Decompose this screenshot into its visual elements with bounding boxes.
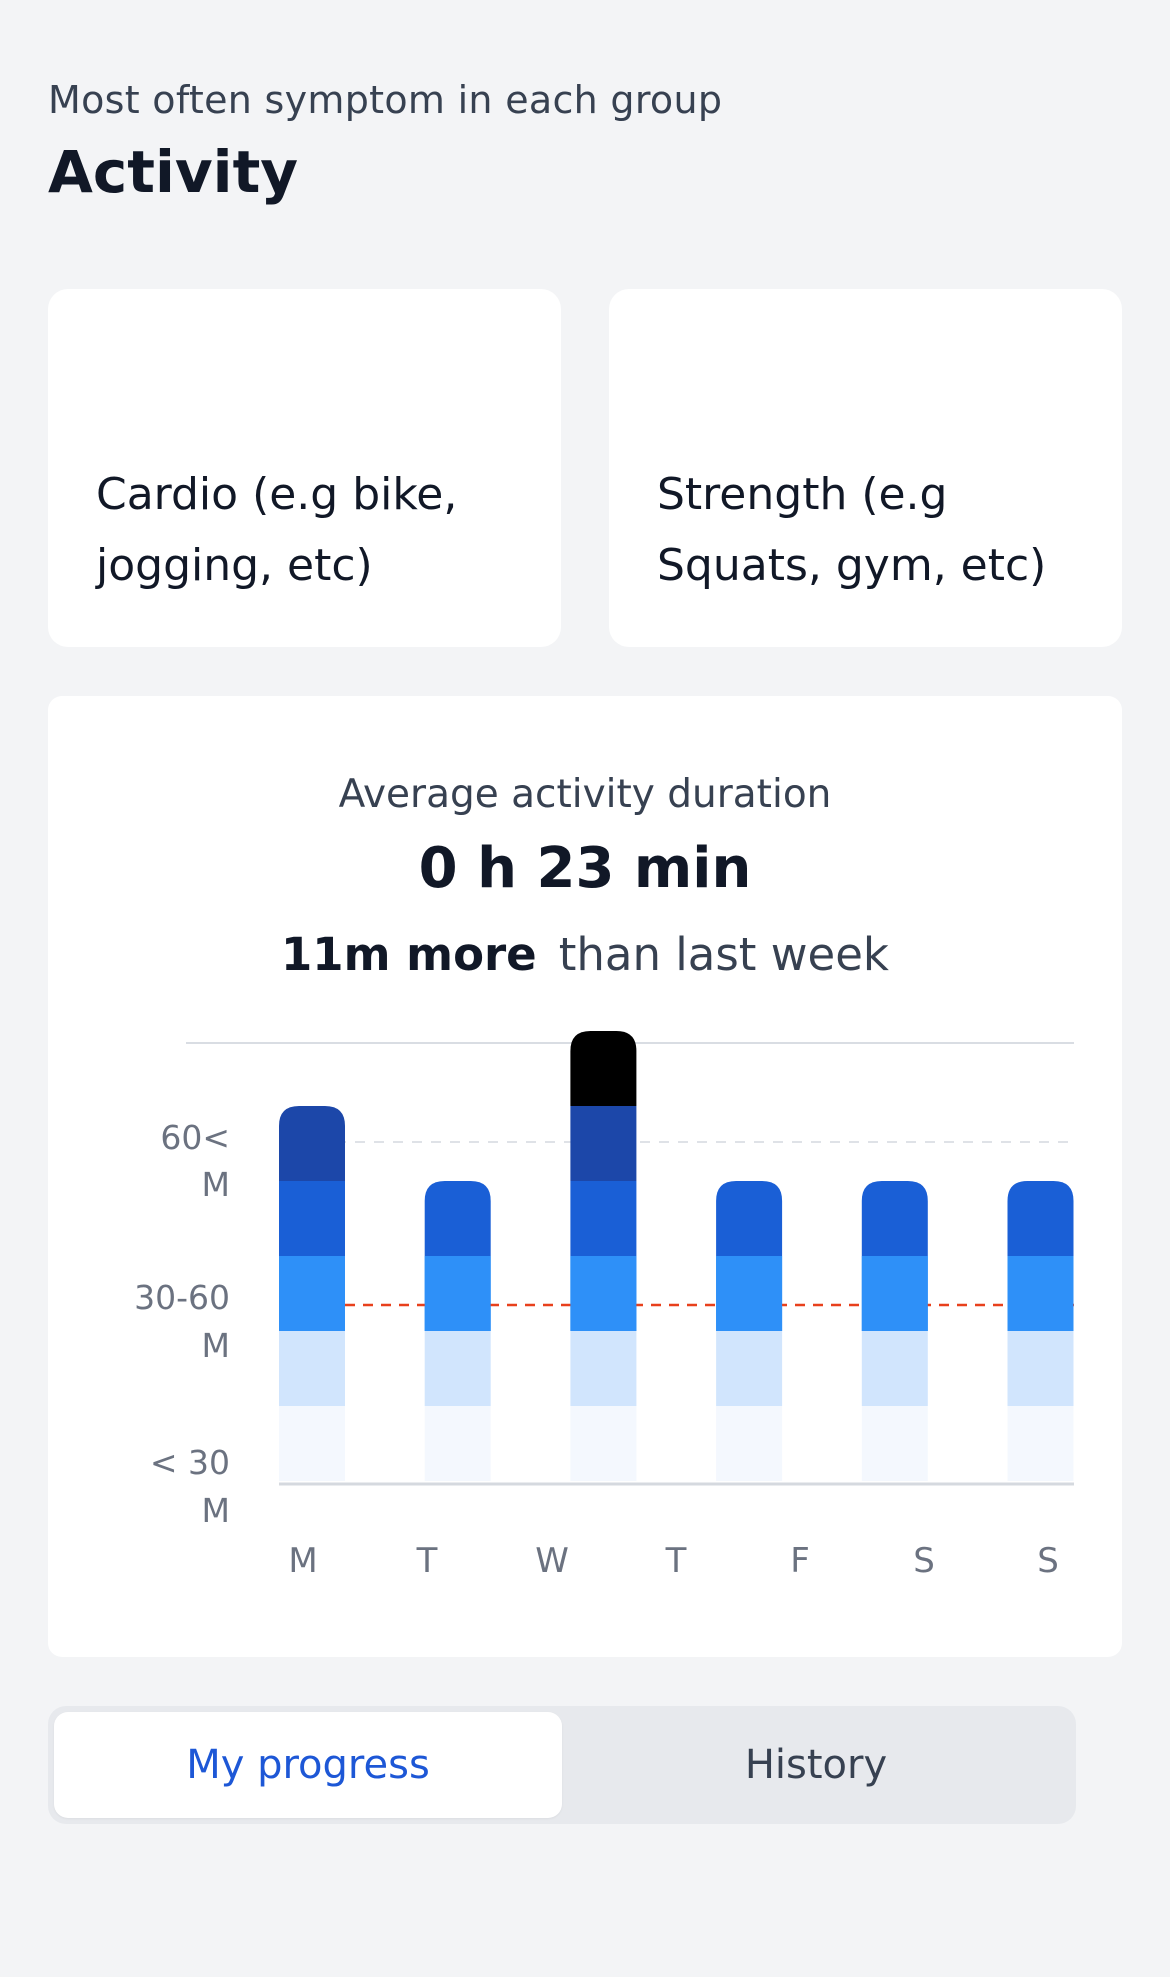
bar-segment xyxy=(570,1406,637,1481)
bar-segment xyxy=(279,1406,345,1481)
header-subtitle: Most often symptom in each group xyxy=(48,78,723,122)
bar-segment xyxy=(570,1181,637,1256)
comparison-delta: 11m more xyxy=(281,928,537,981)
bar-segment-overlay xyxy=(1007,1256,1074,1331)
bar-segment xyxy=(716,1181,783,1256)
bar-segment xyxy=(279,1331,345,1406)
activity-bar-chart: 60< M 30-60 M < 30 M M T W T F S S xyxy=(134,1031,1074,1581)
average-duration-value: 0 h 23 min xyxy=(418,836,752,901)
category-card-strength[interactable]: Strength (e.g Squats, gym, etc) xyxy=(609,289,1122,647)
y-tick-label: 30-60 xyxy=(134,1278,230,1317)
tab-my-progress[interactable]: My progress xyxy=(54,1712,562,1818)
x-tick-label: T xyxy=(665,1541,687,1581)
bar-segment xyxy=(861,1181,928,1256)
bar-segment xyxy=(424,1331,491,1406)
x-tick-label: M xyxy=(288,1541,317,1581)
x-tick-label: W xyxy=(535,1541,569,1581)
x-tick-label: T xyxy=(416,1541,438,1581)
y-tick-label: < 30 xyxy=(150,1443,230,1482)
average-duration-label: Average activity duration xyxy=(338,772,832,817)
x-tick-label: S xyxy=(1037,1541,1059,1581)
bar-segment xyxy=(716,1331,783,1406)
bar-segment xyxy=(570,1331,637,1406)
category-label: Cardio (e.g bike, jogging, etc) xyxy=(96,469,458,591)
category-label: Strength (e.g Squats, gym, etc) xyxy=(657,469,1047,591)
y-tick-label-unit: M xyxy=(202,1491,230,1530)
x-tick-label: F xyxy=(790,1541,810,1581)
y-tick-label-unit: M xyxy=(202,1326,230,1365)
bar-segment xyxy=(424,1181,491,1256)
bar-segment-overlay xyxy=(861,1256,928,1331)
y-tick-label-unit: M xyxy=(202,1165,230,1204)
progress-tab-switcher: My progress History xyxy=(48,1706,1076,1824)
bar-segment xyxy=(716,1406,783,1481)
bar-segment xyxy=(424,1406,491,1481)
bar-segment xyxy=(279,1106,345,1181)
comparison-suffix: than last week xyxy=(558,928,889,981)
activity-chart-card: Average activity duration 0 h 23 min 11m… xyxy=(48,696,1122,1657)
bar-segment xyxy=(570,1106,637,1181)
bar-segment xyxy=(1007,1181,1074,1256)
bar-segment xyxy=(1007,1406,1074,1481)
tab-history[interactable]: History xyxy=(744,1742,888,1788)
x-tick-label: S xyxy=(913,1541,935,1581)
bar-segment xyxy=(1007,1331,1074,1406)
y-tick-label: 60< xyxy=(160,1118,230,1157)
bar-segment xyxy=(570,1031,637,1106)
bar-segment xyxy=(861,1406,928,1481)
bar-segment-overlay xyxy=(279,1256,345,1331)
weekly-comparison: 11m more than last week xyxy=(48,928,1122,981)
page-title: Activity xyxy=(48,138,299,206)
bar-segment-overlay xyxy=(570,1256,637,1331)
bar-segment-overlay xyxy=(716,1256,783,1331)
bar-segment-overlay xyxy=(424,1256,491,1331)
bar-segment xyxy=(861,1331,928,1406)
bar-segment xyxy=(279,1181,345,1256)
category-card-cardio[interactable]: Cardio (e.g bike, jogging, etc) xyxy=(48,289,561,647)
